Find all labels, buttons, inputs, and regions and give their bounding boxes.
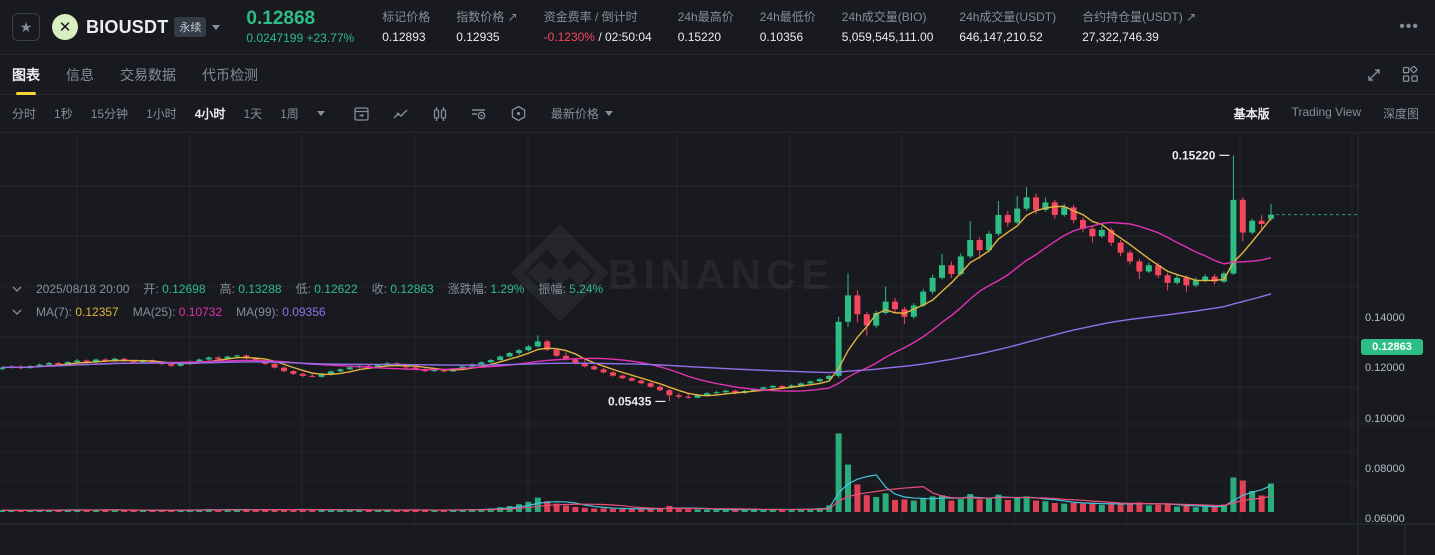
svg-text:BINANCE: BINANCE xyxy=(608,251,834,298)
price-mode-label: 最新价格 xyxy=(550,107,599,121)
change-value: 1.29% xyxy=(490,282,525,296)
stat-open-interest: 合约持仓量(USDT) ↗ 27,322,746.39 xyxy=(1082,10,1197,44)
layout-grid-button[interactable] xyxy=(1402,66,1419,83)
line-chart-icon xyxy=(393,109,408,118)
timeframe-line[interactable]: 分时 xyxy=(12,107,37,121)
high-value: 0.13288 xyxy=(238,282,282,296)
calendar-edit-icon xyxy=(354,107,369,121)
section-tabs: 图表 信息 交易数据 代币检测 xyxy=(0,55,1435,95)
chevron-down-icon xyxy=(212,24,221,30)
timeframe-1s[interactable]: 1秒 xyxy=(54,107,73,121)
ma25-value: 0.10732 xyxy=(178,305,223,319)
timeframe-1w[interactable]: 1周 xyxy=(280,107,299,121)
funding-rate: -0.1230% xyxy=(543,29,595,44)
timeframe-1d[interactable]: 1天 xyxy=(243,107,263,121)
chevron-down-icon xyxy=(604,111,613,116)
candle-type-button[interactable] xyxy=(432,106,448,122)
last-price-block: 0.12868 0.0247199 +23.77% xyxy=(246,8,354,46)
symbol-selector[interactable]: BIOUSDT 永续 xyxy=(86,16,221,38)
timeframe-15m[interactable]: 15分钟 xyxy=(90,107,129,121)
price-axis-label: 0.10000 xyxy=(1365,412,1405,425)
svg-text:0.05435: 0.05435 xyxy=(608,394,652,408)
ma7-value: 0.12357 xyxy=(75,305,119,319)
close-value: 0.12863 xyxy=(390,282,434,296)
tab-token-check[interactable]: 代币检测 xyxy=(202,66,258,83)
layout-grid-icon xyxy=(1402,66,1418,82)
interval-settings-button[interactable] xyxy=(353,105,370,122)
stat-24h-high: 24h最高价 0.15220 xyxy=(677,10,734,44)
price-axis-label: 0.12000 xyxy=(1365,362,1405,375)
view-depth[interactable]: 深度图 xyxy=(1382,107,1419,121)
tab-info[interactable]: 信息 xyxy=(66,66,94,83)
collapse-chevron-icon[interactable] xyxy=(12,309,22,315)
price-axis-label: 0.08000 xyxy=(1365,462,1405,475)
bio-coin-icon: ✕ xyxy=(52,14,78,40)
candle-datetime: 2025/08/18 20:00 xyxy=(36,281,130,296)
timeframe-more-chevron[interactable] xyxy=(316,111,325,116)
stat-index-price: 指数价格 ↗ 0.12935 xyxy=(456,10,518,44)
stat-24h-low: 24h最低价 0.10356 xyxy=(759,10,816,44)
amplitude-value: 5.24% xyxy=(569,282,604,296)
price-axis-label: 0.14000 xyxy=(1365,312,1405,324)
price-axis-label: 0.06000 xyxy=(1365,513,1405,526)
contract-type-badge: 永续 xyxy=(174,17,207,37)
stat-24h-volume-bio: 24h成交量(BIO) 5,059,545,111.00 xyxy=(841,10,934,44)
tab-trading-data[interactable]: 交易数据 xyxy=(120,66,176,83)
hexagon-dot-icon xyxy=(511,105,526,122)
price-mode-dropdown[interactable]: 最新价格 xyxy=(551,105,613,122)
candlestick-icon xyxy=(433,106,446,121)
ticker-header: ★ ✕ BIOUSDT 永续 0.12868 0.0247199 +23.77%… xyxy=(0,0,1435,55)
low-value: 0.12622 xyxy=(314,282,358,296)
ellipsis-icon: ••• xyxy=(1399,18,1419,35)
view-tradingview[interactable]: Trading View xyxy=(1291,105,1361,119)
candlestick-chart-canvas[interactable]: BINANCE 0.15220 0.05435 xyxy=(0,133,1435,555)
symbol-name: BIOUSDT xyxy=(86,16,169,37)
stat-funding-countdown: 资金费率 / 倒计时 -0.1230% / 02:50:04 xyxy=(543,10,652,44)
chart-style-button[interactable] xyxy=(392,106,410,122)
chart-toolbar: 分时 1秒 15分钟 1小时 4小时 1天 1周 xyxy=(0,95,1435,133)
change-pct: +23.77% xyxy=(306,31,355,46)
favorite-star-button[interactable]: ★ xyxy=(12,13,40,41)
view-basic[interactable]: 基本版 xyxy=(1233,107,1270,121)
change-abs: 0.0247199 xyxy=(246,31,304,46)
ma-legend: MA(7): 0.12357 MA(25): 0.10732 MA(99): 0… xyxy=(12,305,326,319)
stat-24h-volume-usdt: 24h成交量(USDT) 646,147,210.52 xyxy=(959,10,1057,44)
ohlc-legend: 2025/08/18 20:00 开: 0.12698 高: 0.13288 低… xyxy=(12,280,603,297)
timeframe-1h[interactable]: 1小时 xyxy=(146,107,177,121)
expand-icon xyxy=(1368,68,1380,81)
stat-mark-price: 标记价格 0.12893 xyxy=(382,10,431,44)
fullscreen-expand-button[interactable] xyxy=(1366,67,1382,83)
more-menu-button[interactable]: ••• xyxy=(1399,18,1419,36)
ticker-stats: 标记价格 0.12893 指数价格 ↗ 0.12935 资金费率 / 倒计时 -0.… xyxy=(382,10,1196,44)
svg-text:0.15220: 0.15220 xyxy=(1172,148,1216,162)
timeframe-4h[interactable]: 4小时 xyxy=(194,107,226,121)
last-price-axis-badge: 0.12863 xyxy=(1361,338,1423,355)
indicator-list-icon xyxy=(471,108,486,119)
alert-target-button[interactable] xyxy=(510,105,527,122)
indicators-button[interactable] xyxy=(470,106,488,122)
collapse-chevron-icon[interactable] xyxy=(12,286,22,292)
star-icon: ★ xyxy=(19,18,33,35)
funding-countdown: / 02:50:04 xyxy=(594,29,652,44)
chart-area: BINANCE 0.15220 0.05435 2025/08/18 20:00 开… xyxy=(0,133,1435,555)
open-value: 0.12698 xyxy=(162,282,206,296)
last-price: 0.12868 xyxy=(246,8,316,30)
tab-chart[interactable]: 图表 xyxy=(12,55,40,95)
ma99-value: 0.09356 xyxy=(282,305,326,319)
